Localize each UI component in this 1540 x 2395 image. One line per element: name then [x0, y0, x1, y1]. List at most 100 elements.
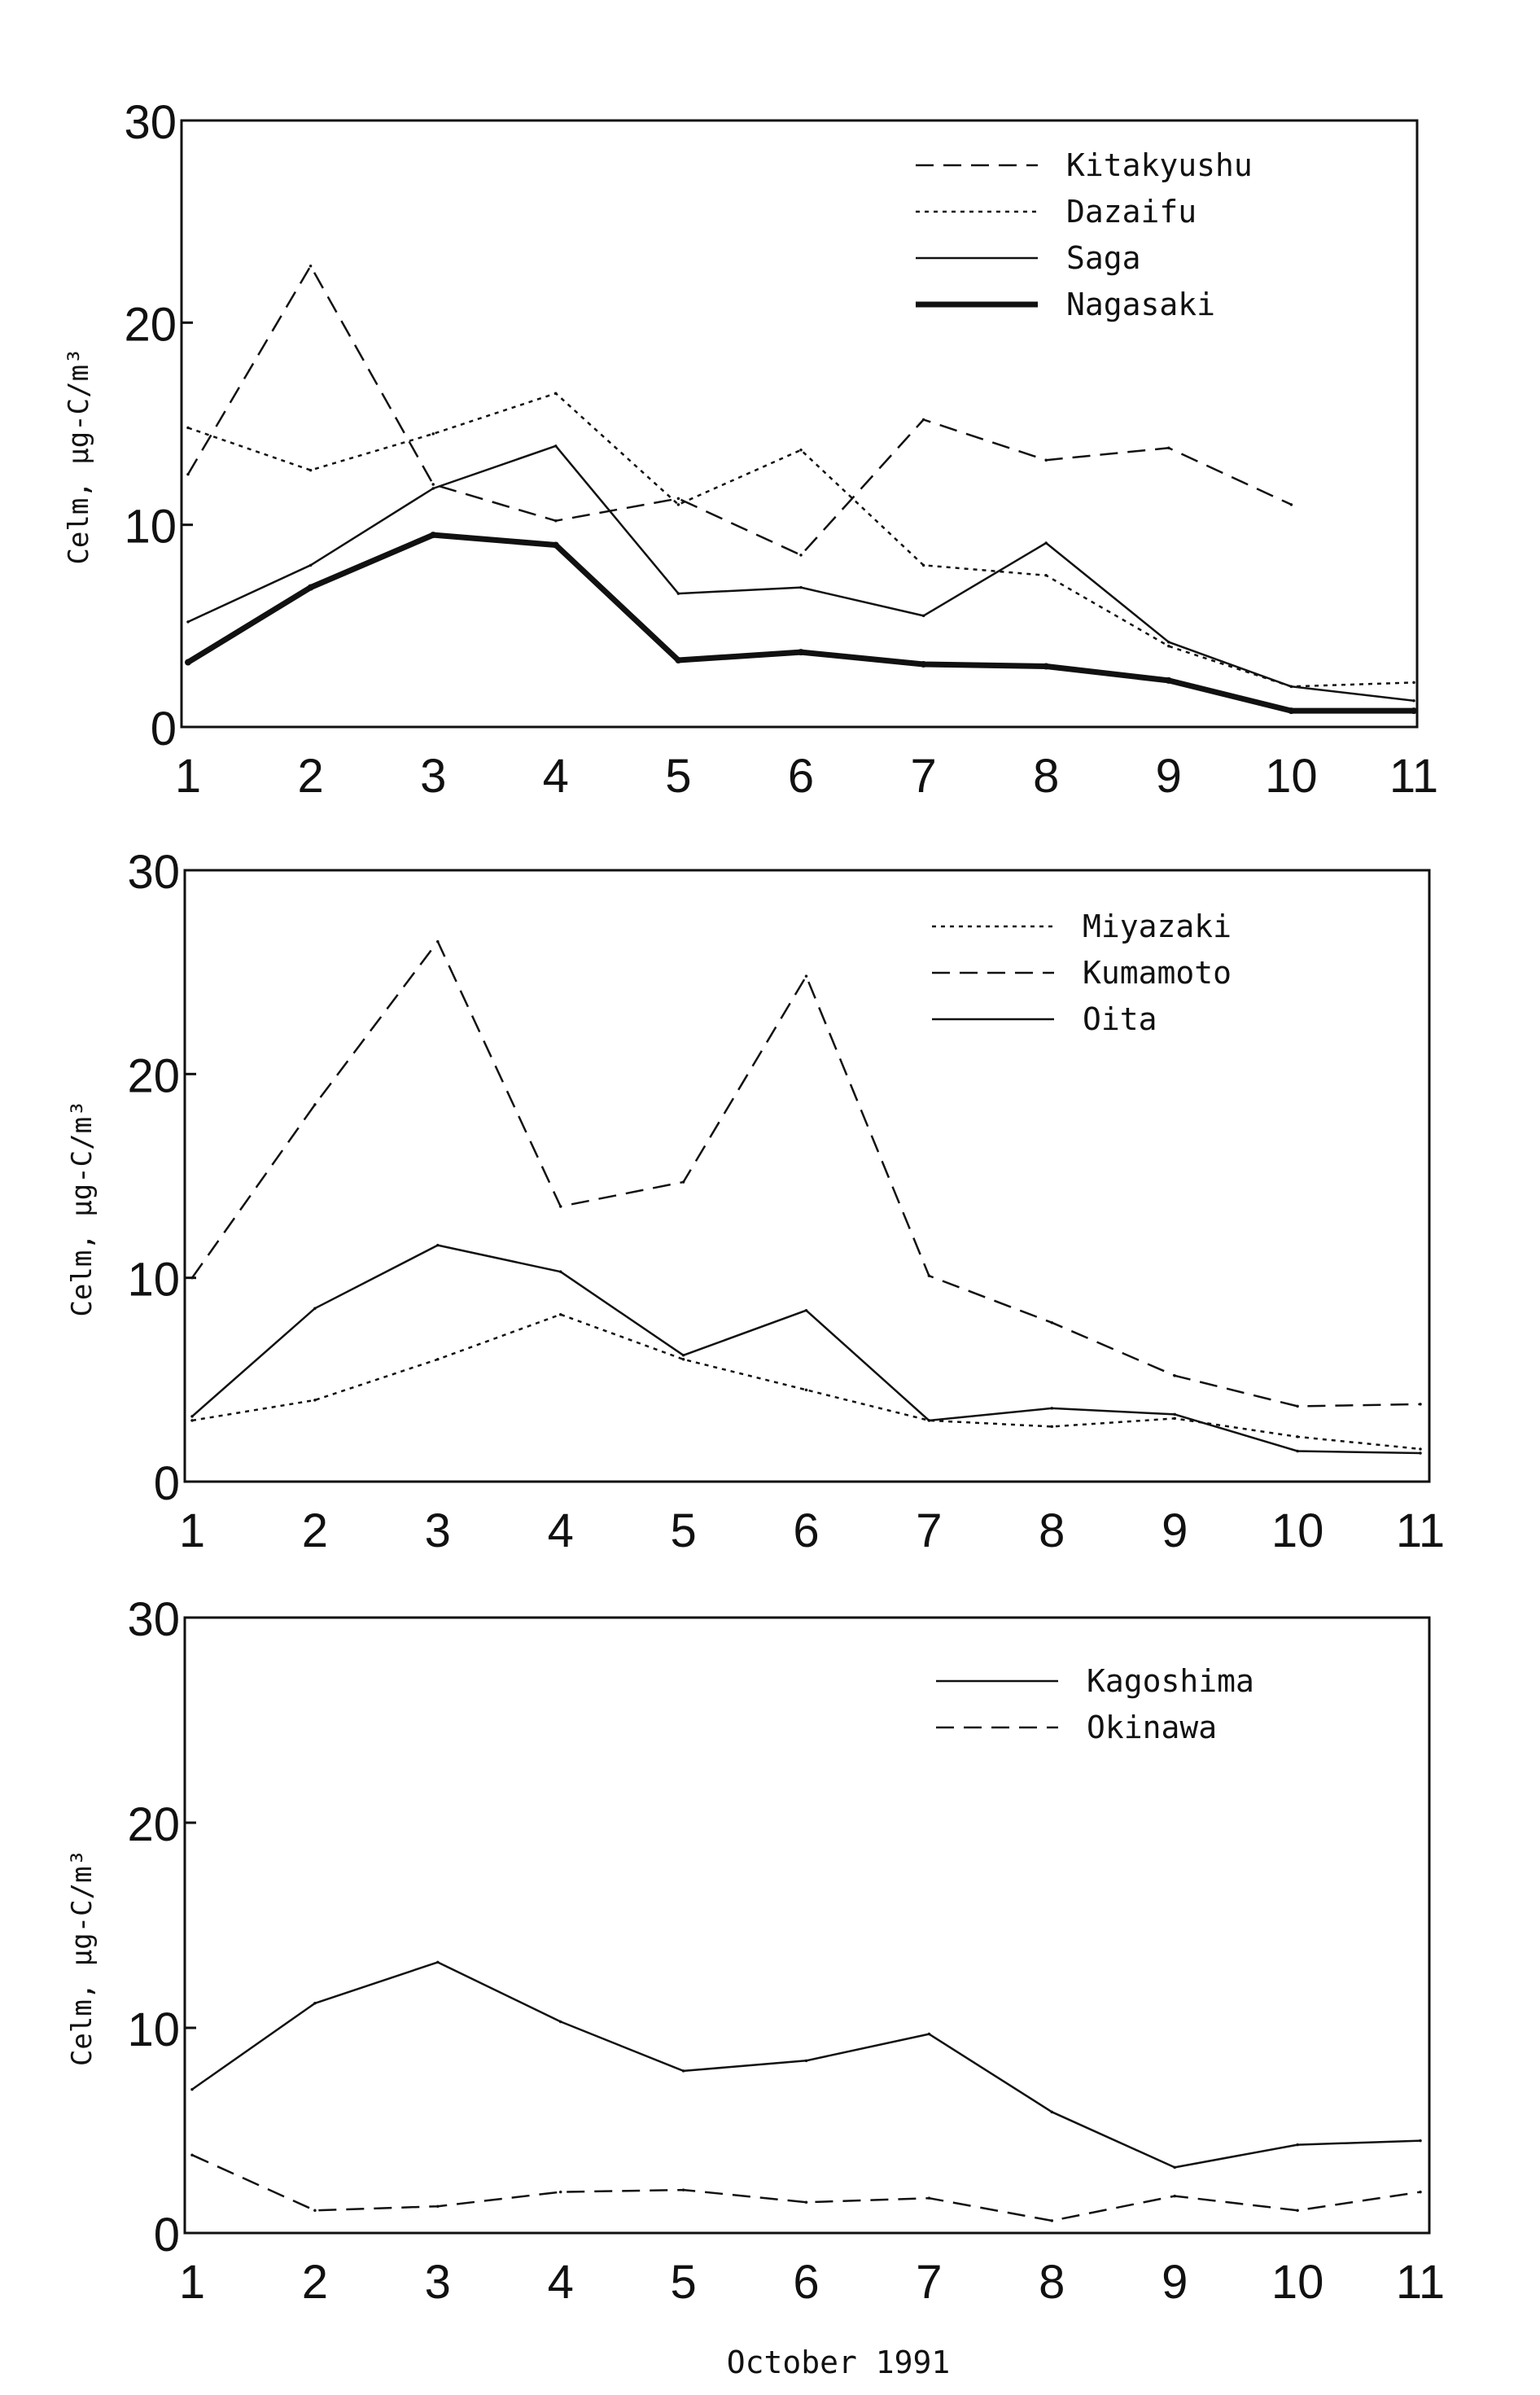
y-tick-label: 20 [124, 298, 177, 351]
data-point-kitakyushu [186, 472, 190, 476]
data-point-kagoshima [927, 2032, 931, 2036]
data-point-kitakyushu [921, 418, 925, 422]
data-point-dazaifu [799, 449, 803, 452]
series-line-miyazaki [191, 1313, 1421, 1451]
data-point-kitakyushu [1044, 458, 1048, 462]
data-point-oita [927, 1419, 931, 1422]
y-axis-label: Celm, μg-C/m³ [66, 1850, 98, 2066]
data-point-okinawa [681, 2188, 685, 2191]
series-line-kagoshima [191, 1961, 1421, 2169]
data-point-kumamoto [313, 1103, 317, 1106]
series-line-dazaifu [187, 392, 1415, 688]
data-point-kagoshima [1296, 2143, 1299, 2147]
data-point-kumamoto [1050, 1320, 1054, 1324]
data-point-dazaifu [431, 432, 435, 436]
data-point-oita [436, 1243, 440, 1247]
x-tick-label: 5 [665, 750, 691, 803]
data-point-dazaifu [1044, 574, 1048, 577]
y-tick-label: 20 [127, 1798, 180, 1851]
data-point-kumamoto [190, 1276, 194, 1280]
x-tick-label: 6 [793, 2256, 819, 2309]
data-point-kumamoto [558, 1205, 562, 1208]
x-tick-label: 10 [1271, 2256, 1324, 2309]
x-tick-label: 9 [1162, 1504, 1188, 1557]
x-tick-label: 9 [1162, 2256, 1188, 2309]
x-tick-label: 4 [543, 750, 569, 803]
plot-frame [183, 1616, 1431, 2235]
data-point-kagoshima [1173, 2165, 1176, 2170]
data-point-miyazaki [804, 1388, 808, 1392]
x-tick-label: 4 [548, 1504, 574, 1557]
data-point-saga [1289, 685, 1293, 689]
x-tick-label: 5 [670, 2256, 696, 2309]
data-point-saga [1412, 698, 1415, 703]
x-tick-label: 7 [916, 2256, 942, 2309]
data-point-kagoshima [190, 2087, 194, 2091]
y-tick-label: 10 [127, 2003, 180, 2056]
data-point-kagoshima [1419, 2139, 1422, 2143]
series-line-nagasaki [186, 532, 1414, 714]
data-point-okinawa [558, 2190, 562, 2194]
plot-frame [183, 869, 1431, 1483]
data-point-miyazaki [1173, 1416, 1176, 1421]
data-point-nagasaki [430, 532, 437, 539]
data-point-oita [313, 1307, 317, 1310]
y-tick-label: 10 [127, 1254, 180, 1307]
data-point-miyazaki [1296, 1435, 1299, 1438]
data-point-kumamoto [1173, 1374, 1176, 1377]
data-point-okinawa [804, 2200, 808, 2204]
data-point-kagoshima [558, 2020, 562, 2024]
data-point-kagoshima [436, 1960, 440, 1964]
x-tick-label: 6 [788, 750, 814, 803]
data-point-dazaifu [186, 426, 190, 430]
x-tick-label: 2 [302, 2256, 328, 2309]
y-tick-label: 0 [154, 1457, 180, 1510]
data-point-kitakyushu [799, 554, 803, 557]
series-line-oita [191, 1244, 1421, 1455]
data-point-okinawa [436, 2205, 440, 2208]
y-tick-label: 0 [151, 703, 177, 755]
data-point-oita [1173, 1412, 1176, 1416]
data-point-saga [554, 444, 558, 448]
x-tick-label: 7 [916, 1504, 942, 1557]
data-point-okinawa [313, 2209, 317, 2213]
data-point-dazaifu [921, 563, 925, 567]
data-point-oita [190, 1415, 194, 1418]
x-tick-label: 6 [793, 1504, 819, 1557]
data-point-miyazaki [1050, 1425, 1054, 1429]
data-point-dazaifu [308, 468, 313, 472]
x-tick-label: 10 [1271, 1504, 1324, 1557]
data-point-saga [308, 563, 313, 567]
data-point-saga [431, 487, 435, 490]
data-point-oita [804, 1308, 808, 1312]
chart-panel-1: 0 10 20 30 1 2 3 4 5 6 7 8 9 10 11 Celm, μg-C/m³ Kitakyu… [63, 96, 1438, 803]
data-point-kumamoto [804, 974, 808, 978]
data-point-kumamoto [927, 1274, 931, 1277]
data-point-kagoshima [681, 2069, 685, 2073]
data-point-kagoshima [1050, 2110, 1054, 2114]
data-point-kumamoto [1419, 1403, 1422, 1406]
data-point-kitakyushu [1289, 503, 1293, 506]
x-tick-label: 2 [297, 750, 323, 803]
data-point-miyazaki [313, 1399, 317, 1402]
data-point-saga [1167, 640, 1170, 644]
data-point-nagasaki [185, 659, 191, 666]
x-tick-label: 5 [670, 1504, 696, 1557]
y-axis-label: Celm, μg-C/m³ [66, 1100, 98, 1316]
data-point-dazaifu [1412, 681, 1415, 685]
data-point-nagasaki [1043, 663, 1050, 670]
data-point-miyazaki [436, 1358, 440, 1361]
data-point-okinawa [927, 2196, 931, 2200]
data-point-kitakyushu [554, 519, 558, 523]
series-line-okinawa [191, 2154, 1421, 2222]
data-point-okinawa [1419, 2190, 1422, 2194]
data-point-miyazaki [190, 1419, 194, 1422]
data-point-nagasaki [1165, 676, 1172, 684]
legend-label: Dazaifu [1066, 194, 1197, 230]
legend-label: Oita [1083, 1001, 1157, 1037]
x-tick-label: 10 [1265, 750, 1318, 803]
data-point-kitakyushu [676, 497, 680, 501]
data-point-oita [1419, 1451, 1422, 1455]
x-tick-label: 3 [420, 750, 446, 803]
data-point-nagasaki [307, 584, 314, 591]
